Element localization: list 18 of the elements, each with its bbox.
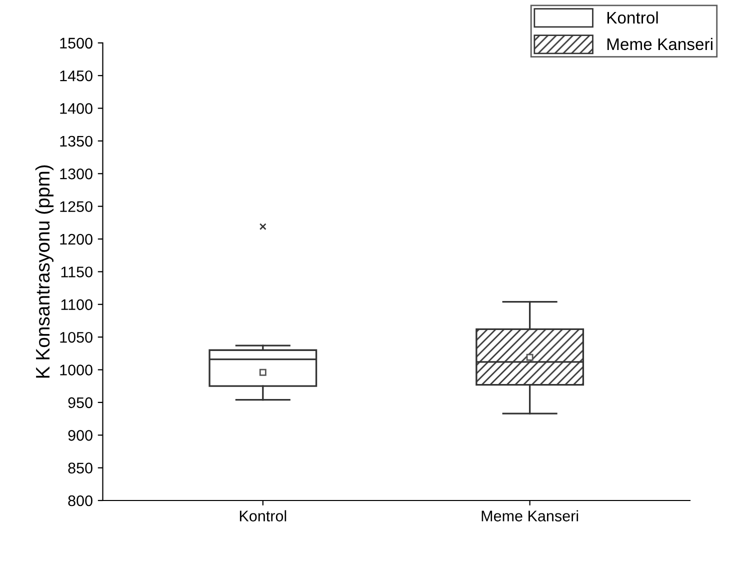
y-tick-label: 1100: [61, 299, 92, 310]
y-tick-label: 1500: [60, 38, 92, 49]
legend-label: Meme Kanseri: [607, 38, 712, 50]
y-tick-label: 850: [68, 462, 92, 474]
y-tick-label: 950: [68, 397, 92, 408]
y-tick-label: 1350: [60, 136, 92, 147]
y-tick-label: 1050: [60, 332, 92, 343]
y-tick-label: 1200: [60, 234, 92, 245]
y-tick-label: 1150: [61, 266, 92, 278]
y-tick-label: 800: [68, 495, 92, 506]
y-tick-label: 1400: [60, 103, 92, 114]
y-axis-title: K Konsantrasyonu (ppm): [35, 165, 54, 378]
y-tick-label: 1000: [60, 364, 92, 376]
legend-label: Kontrol: [607, 11, 658, 24]
y-tick-label: 1450: [60, 70, 92, 82]
y-tick-label: 900: [68, 430, 92, 441]
y-tick-label: 1300: [60, 168, 92, 180]
y-tick-label: 1250: [60, 201, 92, 212]
